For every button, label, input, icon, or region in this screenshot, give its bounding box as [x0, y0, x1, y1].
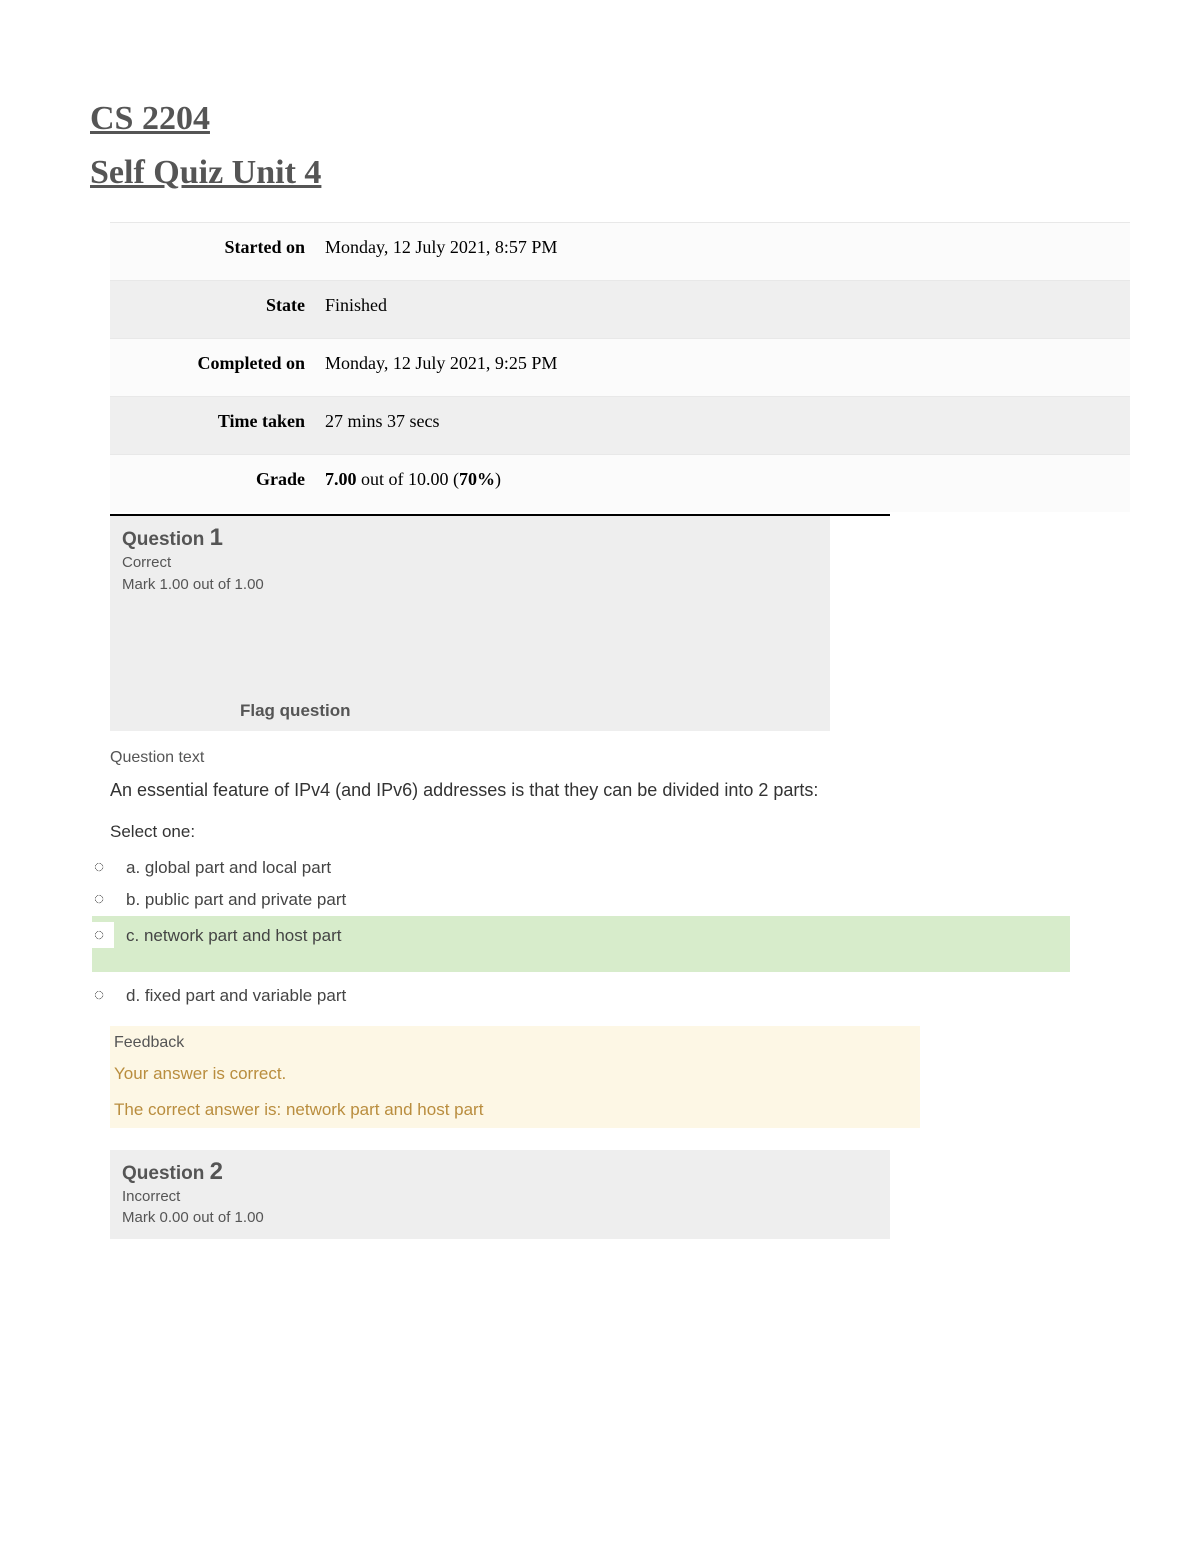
summary-label: Started on	[110, 223, 315, 281]
summary-value-grade: 7.00 out of 10.00 (70%)	[315, 455, 1130, 513]
summary-row-time-taken: Time taken 27 mins 37 secs	[110, 397, 1130, 455]
feedback-block: Feedback Your answer is correct. The cor…	[110, 1026, 920, 1128]
feedback-label: Feedback	[110, 1026, 920, 1056]
grade-end: )	[495, 469, 501, 489]
option-b[interactable]: ◌ b. public part and private part	[92, 884, 1110, 916]
select-one-label: Select one:	[110, 822, 1110, 842]
option-text: d. fixed part and variable part	[124, 986, 346, 1006]
question-mark: Mark 1.00 out of 1.00	[122, 574, 818, 596]
summary-row-started-on: Started on Monday, 12 July 2021, 8:57 PM	[110, 223, 1130, 281]
grade-mid: out of 10.00 (	[357, 469, 460, 489]
radio-icon[interactable]: ◌	[92, 922, 114, 948]
feedback-answer: The correct answer is: network part and …	[110, 1092, 920, 1128]
question-label: Question	[122, 529, 210, 550]
question-header: Question 2 Incorrect Mark 0.00 out of 1.…	[110, 1150, 890, 1240]
feedback-correctness: Your answer is correct.	[110, 1056, 920, 1092]
question-header: Question 1 Correct Mark 1.00 out of 1.00	[110, 516, 830, 606]
question-status: Incorrect	[122, 1186, 878, 1208]
summary-row-state: State Finished	[110, 281, 1130, 339]
question-title: Question 2	[122, 1158, 878, 1186]
question-2: Question 2 Incorrect Mark 0.00 out of 1.…	[110, 1150, 1110, 1240]
summary-label: Time taken	[110, 397, 315, 455]
course-title: CS 2204	[90, 100, 1110, 138]
option-text: c. network part and host part	[124, 926, 341, 946]
question-label: Question	[122, 1163, 210, 1184]
grade-score: 7.00	[325, 469, 357, 489]
summary-value: Monday, 12 July 2021, 9:25 PM	[315, 339, 1130, 397]
question-text-label: Question text	[110, 749, 1110, 767]
summary-table: Started on Monday, 12 July 2021, 8:57 PM…	[110, 222, 1130, 512]
grade-percent: 70%	[459, 469, 495, 489]
summary-row-completed-on: Completed on Monday, 12 July 2021, 9:25 …	[110, 339, 1130, 397]
flag-question-link[interactable]: Flag question	[240, 701, 351, 721]
option-c[interactable]: ◌ c. network part and host part	[92, 916, 1070, 972]
question-title: Question 1	[122, 524, 818, 552]
option-text: a. global part and local part	[124, 858, 331, 878]
summary-label: Grade	[110, 455, 315, 513]
summary-label: Completed on	[110, 339, 315, 397]
radio-icon[interactable]: ◌	[92, 890, 114, 907]
question-mark: Mark 0.00 out of 1.00	[122, 1207, 878, 1229]
question-status: Correct	[122, 552, 818, 574]
flag-question-row: Flag question	[110, 606, 830, 731]
summary-value: Finished	[315, 281, 1130, 339]
option-text: b. public part and private part	[124, 890, 346, 910]
question-1: Question 1 Correct Mark 1.00 out of 1.00…	[110, 516, 1110, 1128]
summary-row-grade: Grade 7.00 out of 10.00 (70%)	[110, 455, 1130, 513]
summary-value: Monday, 12 July 2021, 8:57 PM	[315, 223, 1130, 281]
question-text: An essential feature of IPv4 (and IPv6) …	[110, 777, 930, 804]
question-number: 1	[210, 524, 223, 551]
options-list: ◌ a. global part and local part ◌ b. pub…	[92, 852, 1110, 1012]
option-a[interactable]: ◌ a. global part and local part	[92, 852, 1110, 884]
summary-label: State	[110, 281, 315, 339]
quiz-title: Self Quiz Unit 4	[90, 154, 1110, 192]
summary-value: 27 mins 37 secs	[315, 397, 1130, 455]
option-d[interactable]: ◌ d. fixed part and variable part	[92, 980, 1110, 1012]
radio-icon[interactable]: ◌	[92, 986, 114, 1003]
radio-icon[interactable]: ◌	[92, 858, 114, 875]
question-number: 2	[210, 1158, 223, 1185]
